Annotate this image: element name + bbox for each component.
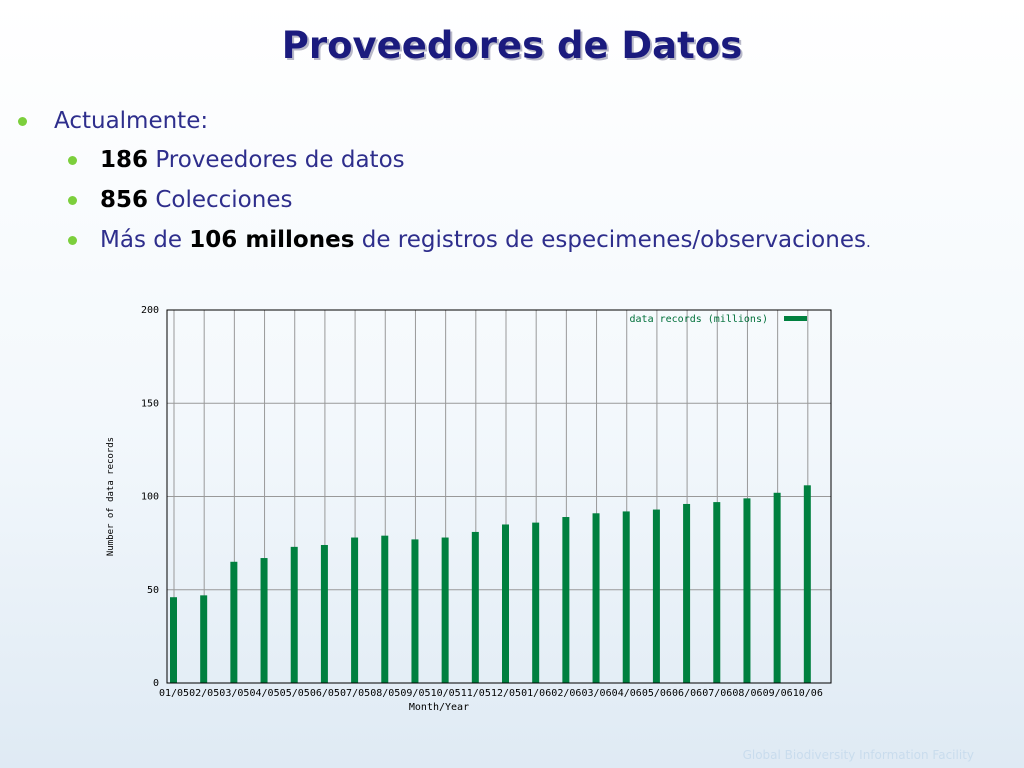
footer-text: Global Biodiversity Information Facility	[742, 748, 974, 762]
y-tick-labels: 0 50 100 150 200	[141, 305, 159, 689]
x-tick-label: 04/06	[612, 688, 642, 699]
bullet-dot-icon	[68, 155, 77, 165]
bar-02-06	[562, 517, 570, 683]
x-tick-label: 10/05	[431, 688, 461, 699]
bullet-records: Más de 106 millones de registros de espe…	[68, 227, 871, 253]
bar-09-05	[411, 539, 419, 683]
x-tick-label: 06/05	[310, 688, 340, 699]
slide-title: Proveedores de Datos	[281, 24, 743, 67]
bar-08-06	[743, 498, 751, 683]
bullet-collections: 856 Colecciones	[68, 187, 292, 213]
plot-frame	[166, 309, 832, 684]
y-tick-label: 0	[153, 678, 159, 689]
bar-01-05	[170, 597, 177, 683]
x-tick-label: 08/06	[732, 688, 762, 699]
x-tick-label: 02/05	[189, 688, 219, 699]
bar-10-06	[803, 485, 811, 683]
legend-label: data records (millions)	[630, 314, 768, 325]
bar-07-05	[351, 537, 359, 683]
x-tick-label: 05/05	[280, 688, 310, 699]
bar-12-05	[502, 524, 509, 683]
y-tick-label: 150	[141, 398, 159, 409]
x-tick-label: 07/06	[702, 688, 732, 699]
records-count: 106 millones	[189, 227, 355, 253]
x-tick-label: 01/05	[159, 688, 189, 699]
bar-01-06	[532, 522, 540, 683]
x-tick-label: 01/06	[521, 688, 551, 699]
x-tick-label: 03/06	[581, 688, 611, 699]
bar-02-05	[200, 595, 208, 683]
x-tick-label: 02/06	[551, 688, 581, 699]
x-tick-label: 08/05	[370, 688, 400, 699]
collections-count: 856	[100, 187, 149, 213]
bar-11-05	[471, 531, 479, 683]
bullet-providers: 186 Proveedores de datos	[68, 147, 405, 173]
bar-06-06	[683, 503, 691, 683]
bar-05-06	[652, 509, 660, 683]
bar-03-05	[230, 561, 238, 683]
x-tick-labels: 01/05 02/05 03/05 04/05 05/05 06/05 07/05 08/05…	[159, 688, 823, 699]
x-tick-label: 09/06	[763, 688, 793, 699]
records-label: de registros de especimenes/observacione…	[354, 227, 866, 253]
bar-10-05	[441, 537, 449, 683]
bullet-dot-icon	[68, 195, 77, 205]
bullet-dot-icon	[68, 235, 77, 245]
collections-label: Colecciones	[148, 187, 293, 213]
bullet-intro: Actualmente:	[18, 108, 208, 134]
bar-05-05	[290, 546, 298, 683]
providers-count: 186	[100, 147, 149, 173]
bar-04-06	[622, 511, 630, 683]
bar-04-05	[260, 558, 268, 683]
bar-03-06	[592, 513, 600, 683]
y-tick-label: 100	[141, 492, 159, 503]
bar-08-05	[381, 535, 389, 683]
records-period: .	[865, 233, 871, 251]
records-prefix: Más de	[100, 227, 190, 253]
bullet-intro-text: Actualmente:	[54, 108, 209, 134]
x-tick-label: 06/06	[672, 688, 702, 699]
y-axis-label: Number of data records	[106, 437, 116, 556]
legend-swatch	[784, 316, 807, 321]
chart-bars	[170, 485, 811, 683]
bar-07-06	[713, 502, 721, 683]
bar-09-06	[773, 492, 781, 683]
x-axis-label: Month/Year	[409, 702, 469, 713]
x-tick-label: 11/05	[461, 688, 491, 699]
x-tick-label: 12/05	[491, 688, 521, 699]
x-tick-label: 07/05	[340, 688, 370, 699]
x-tick-label: 04/05	[249, 688, 279, 699]
bar-06-05	[320, 544, 328, 683]
x-tick-label: 03/05	[219, 688, 249, 699]
x-tick-label: 10/06	[793, 688, 823, 699]
y-tick-label: 200	[141, 305, 159, 316]
y-tick-label: 50	[147, 585, 159, 596]
providers-label: Proveedores de datos	[148, 147, 405, 173]
x-tick-label: 09/05	[400, 688, 430, 699]
bullet-dot-icon	[18, 116, 27, 126]
x-tick-label: 05/06	[642, 688, 672, 699]
